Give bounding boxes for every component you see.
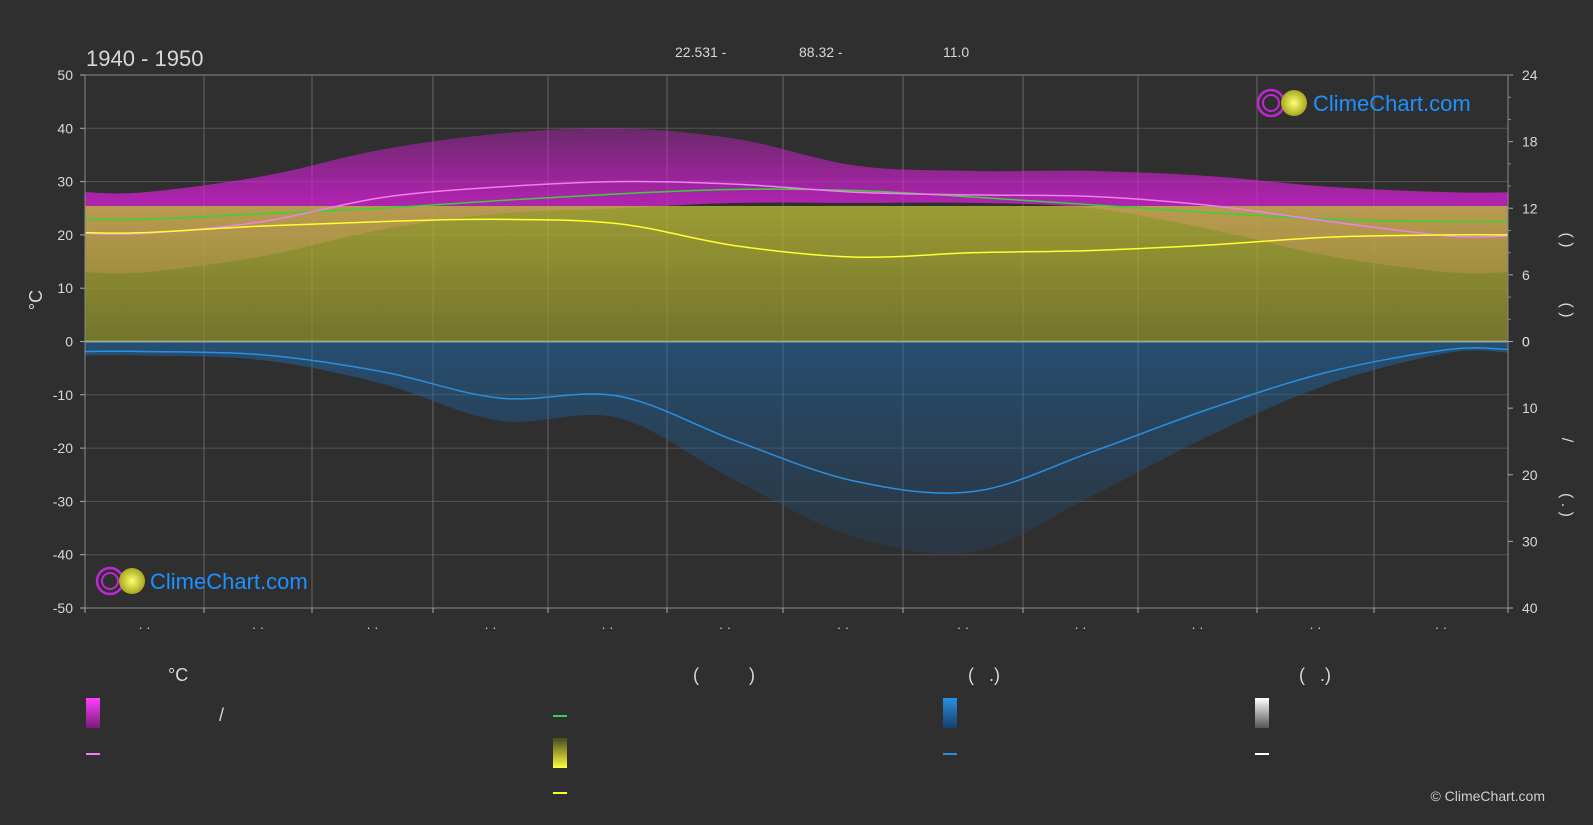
right-lower-tick-label: 10 (1522, 400, 1538, 416)
legend-sunshine-swatch (553, 738, 567, 768)
legend-col1-header: °C (168, 665, 189, 685)
right-upper-tick-label: 6 (1522, 267, 1530, 283)
right-upper-tick-label: 0 (1522, 334, 1530, 350)
copyright: © ClimeChart.com (1430, 788, 1545, 804)
legend-precip-line (943, 753, 957, 755)
latitude: 22.531 - (675, 44, 727, 60)
left-tick-label: -10 (53, 387, 73, 403)
precip-area (85, 341, 1508, 554)
left-tick-label: 30 (57, 174, 73, 190)
daylight-line (84, 188, 1509, 223)
sunshine-area (85, 206, 1508, 342)
legend-col4-header: ( .) (1299, 665, 1331, 685)
legend-snow-swatch (1255, 698, 1269, 728)
right-lower-tick-label: 40 (1522, 600, 1538, 616)
left-tick-label: 20 (57, 227, 73, 243)
temp-range-band (85, 128, 1508, 274)
right-upper-tick-label: 12 (1522, 200, 1538, 216)
legend-col2-header: ( ) (693, 665, 755, 685)
precip-line (84, 347, 1509, 494)
right-lower-tick-label: 20 (1522, 467, 1538, 483)
month-label: · · (1435, 620, 1447, 635)
logo-text-bottom[interactable]: ClimeChart.com (150, 569, 308, 594)
month-label: · · (484, 620, 496, 635)
left-tick-label: -40 (53, 547, 73, 563)
right-axis-label: / (1558, 438, 1575, 443)
legend-sunshine-line (553, 792, 567, 794)
month-label: · · (719, 620, 731, 635)
chart-title: 1940 - 1950 (86, 46, 204, 71)
legend-daylight-line (553, 715, 567, 717)
right-upper-tick-label: 24 (1522, 67, 1538, 83)
month-label: · · (1191, 620, 1203, 635)
month-label: · · (837, 620, 849, 635)
legend-snow-line (1255, 753, 1269, 755)
legend-precip-swatch (943, 698, 957, 728)
left-tick-label: -30 (53, 493, 73, 509)
logo-bottom-left-icon (95, 566, 145, 596)
left-tick-label: 0 (65, 334, 73, 350)
axes: 50403020100-10-20-30-40-50°C241812600102… (26, 67, 1575, 635)
legend-temp-swatch (86, 698, 100, 728)
month-label: · · (252, 620, 264, 635)
max-temp-line (84, 180, 1509, 238)
month-label: · · (1074, 620, 1086, 635)
right-axis-label: ( ) (1558, 232, 1575, 247)
right-upper-tick-label: 18 (1522, 134, 1538, 150)
month-label: · · (601, 620, 613, 635)
left-tick-label: 50 (57, 67, 73, 83)
month-label: · · (366, 620, 378, 635)
legend-max-temp-line (86, 753, 100, 755)
right-lower-tick-label: 0 (1522, 334, 1530, 350)
sunshine-line (84, 218, 1509, 259)
left-axis-label: °C (26, 290, 46, 310)
right-axis-label: ( . ) (1558, 493, 1575, 517)
month-label: · · (957, 620, 969, 635)
data-bands (85, 128, 1508, 554)
left-tick-label: 10 (57, 280, 73, 296)
left-tick-label: -20 (53, 440, 73, 456)
right-axis-label: ( ) (1558, 302, 1575, 317)
left-tick-label: -50 (53, 600, 73, 616)
legend-col3-header: ( .) (968, 665, 1000, 685)
legend-col1-item1: / (219, 705, 225, 725)
longitude: 88.32 - (799, 44, 843, 60)
left-tick-label: 40 (57, 120, 73, 136)
month-label: · · (1309, 620, 1321, 635)
elevation: 11.0 (943, 44, 970, 60)
month-label: · · (138, 620, 150, 635)
right-lower-tick-label: 30 (1522, 533, 1538, 549)
data-lines (84, 180, 1509, 494)
logo-text-top[interactable]: ClimeChart.com (1313, 91, 1471, 116)
logo-top-right-icon (1256, 88, 1307, 118)
